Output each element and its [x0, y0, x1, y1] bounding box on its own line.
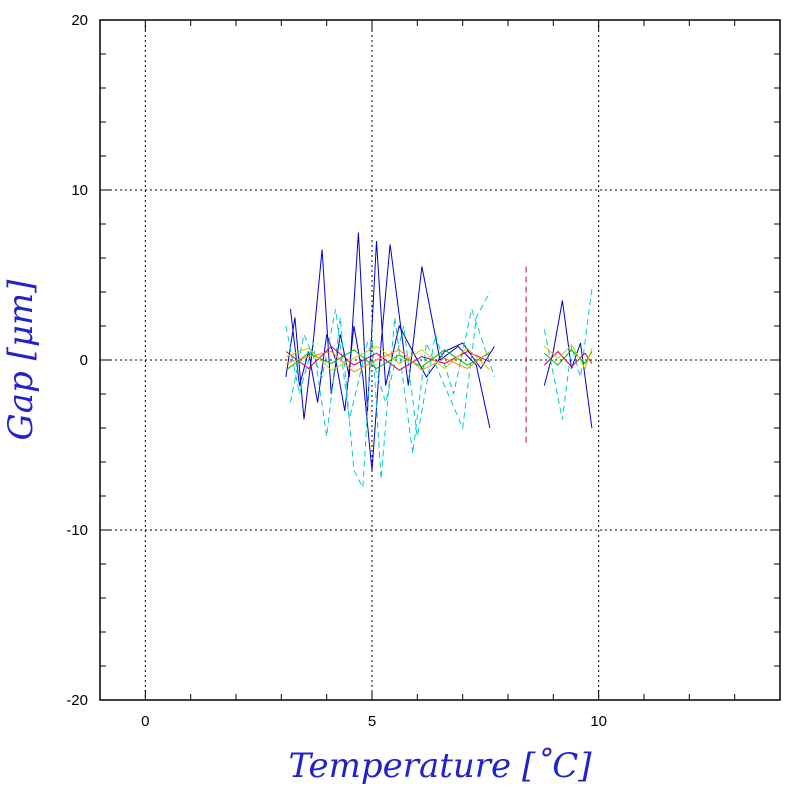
series-line-10	[543, 288, 593, 420]
y-tick-label: -10	[66, 522, 88, 539]
series-line-7	[285, 349, 491, 373]
y-tick-label: -20	[66, 692, 88, 709]
axis-ticks	[99, 19, 781, 701]
x-tick-label: 5	[368, 713, 376, 730]
x-axis-title: Temperature [˚C]	[288, 746, 592, 786]
y-tick-label: 10	[71, 182, 88, 199]
x-tick-label: 10	[590, 713, 607, 730]
series-line-13	[543, 343, 593, 370]
series-line-3	[289, 307, 495, 437]
x-tick-label: 0	[141, 713, 149, 730]
y-tick-label: 20	[71, 12, 88, 29]
y-tick-label: 0	[80, 352, 88, 369]
series-line-2	[285, 291, 491, 490]
tick-labels: 0 5 10 20 10 0 -10 -20	[66, 12, 607, 730]
y-axis-title: Gap [μm]	[1, 279, 41, 441]
data-series	[285, 232, 593, 490]
series-line-11	[543, 349, 593, 366]
series-line-5	[285, 349, 491, 371]
series-line-0	[285, 232, 495, 420]
series-line-12	[543, 350, 593, 368]
